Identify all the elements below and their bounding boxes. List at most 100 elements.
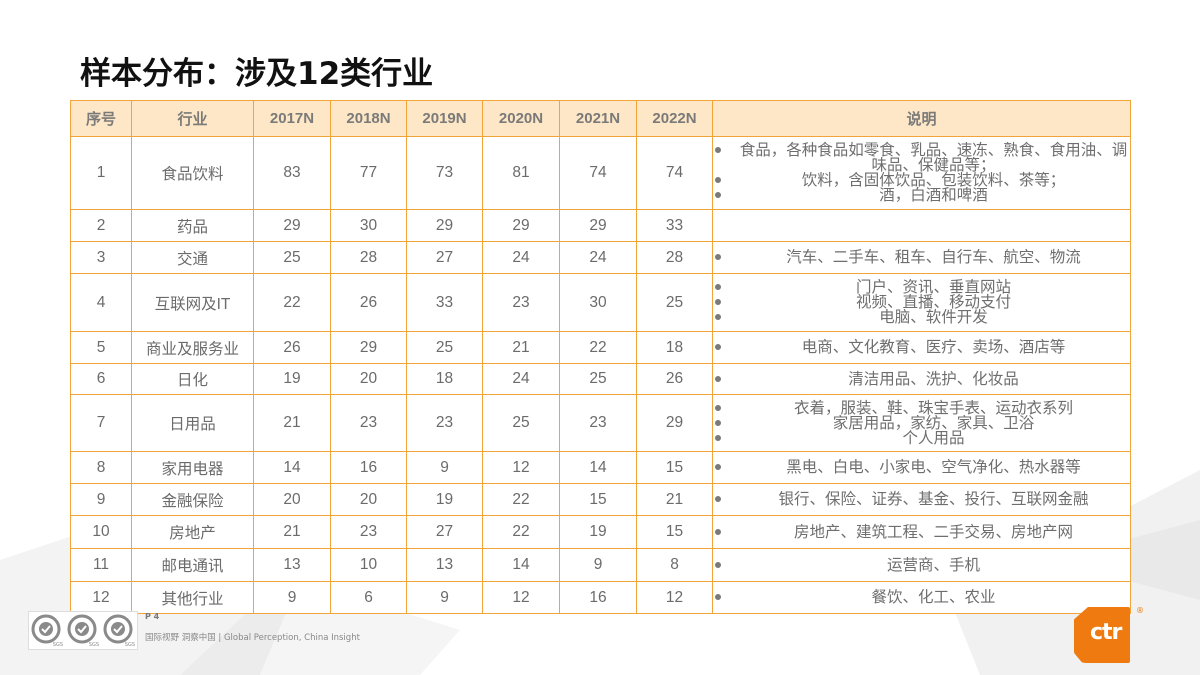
header-2018: 2018N — [330, 100, 407, 137]
value-2021: 19 — [559, 515, 637, 549]
value-2020: 24 — [482, 363, 560, 395]
value-2017: 19 — [253, 363, 331, 395]
header-2021: 2021N — [559, 100, 637, 137]
value-2022: 29 — [636, 394, 713, 452]
row-number: 10 — [70, 515, 132, 549]
value-2019: 19 — [406, 483, 483, 516]
value-2022: 15 — [636, 515, 713, 549]
value-2020: 29 — [482, 209, 560, 242]
value-2021: 29 — [559, 209, 637, 242]
value-2017: 20 — [253, 483, 331, 516]
note-item: 视频、直播、移动支付 — [713, 295, 1130, 310]
header-industry: 行业 — [131, 100, 254, 137]
industry-notes: 汽车、二手车、租车、自行车、航空、物流 — [712, 241, 1131, 274]
cert-label: SGS — [88, 642, 99, 648]
value-2020: 12 — [482, 451, 560, 484]
note-item: 家居用品，家纺、家具、卫浴 — [713, 415, 1130, 431]
value-2022: 21 — [636, 483, 713, 516]
certification-badge-icon: SGS — [65, 612, 101, 649]
note-item: 酒，白酒和啤酒 — [713, 188, 1130, 203]
note-item: 运营商、手机 — [713, 557, 1130, 573]
page-number: P 4 — [145, 612, 160, 621]
industry-notes: 餐饮、化工、农业 — [712, 581, 1131, 614]
value-2019: 25 — [406, 331, 483, 364]
notes-list: 门户、资讯、垂直网站 视频、直播、移动支付 电脑、软件开发 — [713, 280, 1130, 325]
value-2019: 9 — [406, 451, 483, 484]
logo-text: ctr — [1090, 620, 1122, 645]
table-row: 6 日化 19 20 18 24 25 26 清洁用品、洗护、化妆品 — [70, 363, 1131, 395]
row-number: 4 — [70, 273, 132, 332]
value-2022: 12 — [636, 581, 713, 614]
row-number: 7 — [70, 394, 132, 452]
value-2021: 24 — [559, 241, 637, 274]
value-2021: 23 — [559, 394, 637, 452]
industry-name: 金融保险 — [131, 483, 254, 516]
value-2018: 77 — [330, 136, 407, 210]
industry-name: 邮电通讯 — [131, 548, 254, 582]
cert-label: SGS — [124, 642, 135, 648]
notes-list: 电商、文化教育、医疗、卖场、酒店等 — [713, 340, 1130, 355]
value-2020: 25 — [482, 394, 560, 452]
value-2021: 25 — [559, 363, 637, 395]
table-row: 12 其他行业 9 6 9 12 16 12 餐饮、化工、农业 — [70, 581, 1131, 614]
certification-badges: SGS SGS SGS — [28, 611, 138, 650]
note-item: 黑电、白电、小家电、空气净化、热水器等 — [713, 460, 1130, 475]
industry-notes: 食品，各种食品如零食、乳品、速冻、熟食、食用油、调味品、保健品等； 饮料，含固体饮… — [712, 136, 1131, 210]
value-2018: 23 — [330, 394, 407, 452]
value-2022: 28 — [636, 241, 713, 274]
value-2022: 33 — [636, 209, 713, 242]
note-item: 清洁用品、洗护、化妆品 — [713, 371, 1130, 387]
note-item: 汽车、二手车、租车、自行车、航空、物流 — [713, 250, 1130, 265]
industry-name: 日化 — [131, 363, 254, 395]
industry-name: 房地产 — [131, 515, 254, 549]
note-item: 银行、保险、证券、基金、投行、互联网金融 — [713, 492, 1130, 507]
value-2017: 9 — [253, 581, 331, 614]
value-2021: 30 — [559, 273, 637, 332]
industry-notes: 银行、保险、证券、基金、投行、互联网金融 — [712, 483, 1131, 516]
header-2017: 2017N — [253, 100, 331, 137]
note-item: 电脑、软件开发 — [713, 310, 1130, 325]
header-notes: 说明 — [712, 100, 1131, 137]
notes-list: 餐饮、化工、农业 — [713, 590, 1130, 605]
slogan: 国际视野 洞察中国 | Global Perception, China Ins… — [145, 633, 360, 643]
value-2019: 13 — [406, 548, 483, 582]
value-2020: 14 — [482, 548, 560, 582]
value-2020: 22 — [482, 483, 560, 516]
value-2018: 28 — [330, 241, 407, 274]
notes-list: 黑电、白电、小家电、空气净化、热水器等 — [713, 460, 1130, 475]
industry-notes: 门户、资讯、垂直网站 视频、直播、移动支付 电脑、软件开发 — [712, 273, 1131, 332]
row-number: 3 — [70, 241, 132, 274]
row-number: 2 — [70, 209, 132, 242]
value-2020: 23 — [482, 273, 560, 332]
industry-name: 其他行业 — [131, 581, 254, 614]
row-number: 9 — [70, 483, 132, 516]
value-2018: 23 — [330, 515, 407, 549]
industry-name: 食品饮料 — [131, 136, 254, 210]
notes-list: 清洁用品、洗护、化妆品 — [713, 371, 1130, 387]
table-row: 4 互联网及IT 22 26 33 23 30 25 门户、资讯、垂直网站 视频、直播、移动支付电… — [70, 273, 1131, 332]
value-2021: 9 — [559, 548, 637, 582]
table-row: 7 日用品 21 23 23 25 23 29 衣着，服装、鞋、珠宝手表、运动衣系列 家居用品，家… — [70, 394, 1131, 452]
industry-name: 互联网及IT — [131, 273, 254, 332]
industry-notes — [712, 209, 1131, 242]
value-2022: 74 — [636, 136, 713, 210]
industry-name: 商业及服务业 — [131, 331, 254, 364]
industry-notes: 电商、文化教育、医疗、卖场、酒店等 — [712, 331, 1131, 364]
note-item: 房地产、建筑工程、二手交易、房地产网 — [713, 524, 1130, 540]
industry-notes: 衣着，服装、鞋、珠宝手表、运动衣系列 家居用品，家纺、家具、卫浴 个人用品 — [712, 394, 1131, 452]
value-2021: 16 — [559, 581, 637, 614]
header-2020: 2020N — [482, 100, 560, 137]
industry-sample-table: 序号 行业 2017N 2018N 2019N 2020N 2021N 2022… — [70, 100, 1131, 614]
value-2021: 14 — [559, 451, 637, 484]
row-number: 5 — [70, 331, 132, 364]
value-2019: 27 — [406, 241, 483, 274]
cert-label: SGS — [52, 642, 63, 648]
value-2017: 13 — [253, 548, 331, 582]
value-2017: 26 — [253, 331, 331, 364]
value-2018: 6 — [330, 581, 407, 614]
notes-list: 运营商、手机 — [713, 557, 1130, 573]
row-number: 12 — [70, 581, 132, 614]
value-2019: 18 — [406, 363, 483, 395]
value-2017: 25 — [253, 241, 331, 274]
row-number: 11 — [70, 548, 132, 582]
